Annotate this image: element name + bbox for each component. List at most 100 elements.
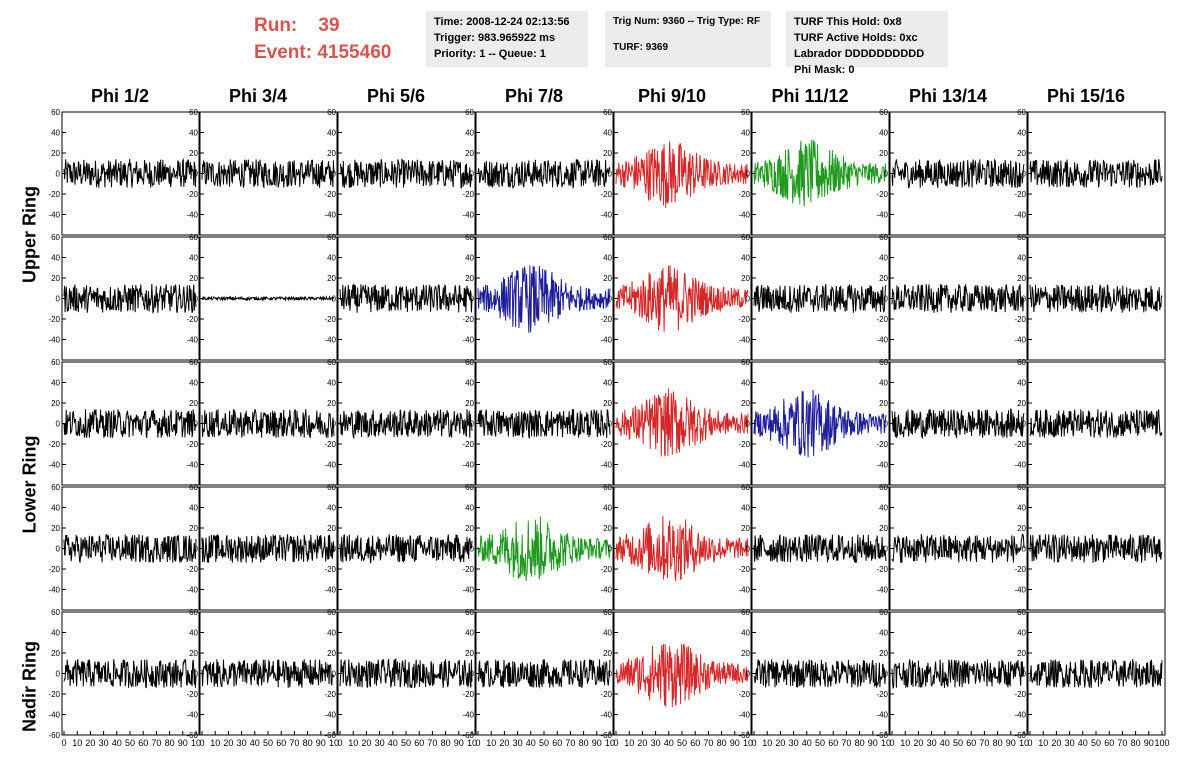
y-tick-label: 40	[741, 379, 750, 388]
y-tick-label: 40	[879, 254, 888, 263]
y-tick-label: -20	[876, 565, 888, 574]
y-tick-label: -20	[324, 440, 336, 449]
y-tick-label: 40	[189, 379, 198, 388]
x-tick-label: 70	[565, 738, 575, 748]
phi-mask-text: Phi Mask: 0	[794, 64, 855, 76]
x-tick-label: 0	[889, 738, 894, 748]
y-tick-label: 40	[51, 504, 60, 513]
y-tick-label: 40	[189, 629, 198, 638]
x-tick-label: 0	[613, 738, 618, 748]
x-tick-label: 10	[486, 738, 496, 748]
y-tick-label: 0	[608, 295, 613, 304]
x-tick-label: 30	[927, 738, 937, 748]
x-tick-label: 10	[743, 738, 753, 748]
y-tick-label: 60	[189, 608, 198, 617]
y-tick-label: 60	[603, 483, 612, 492]
y-tick-label: 20	[879, 399, 888, 408]
y-tick-label: 0	[1022, 545, 1027, 554]
x-tick-label: 0	[751, 738, 756, 748]
waveform-trace	[891, 408, 1025, 440]
y-tick-label: 20	[1017, 274, 1026, 283]
y-tick-label: 60	[603, 608, 612, 617]
x-tick-label: 20	[499, 738, 509, 748]
waveform-trace	[63, 533, 197, 563]
y-tick-label: 60	[741, 483, 750, 492]
y-tick-label: 20	[465, 149, 474, 158]
y-tick-label: 20	[189, 149, 198, 158]
y-tick-label: 60	[879, 358, 888, 367]
x-tick-label: 50	[1091, 738, 1101, 748]
y-tick-label: 40	[603, 629, 612, 638]
waveform-trace	[63, 408, 197, 439]
x-tick-label: 0	[337, 738, 342, 748]
x-tick-label: 90	[316, 738, 326, 748]
y-tick-label: 40	[327, 629, 336, 638]
y-tick-label: -40	[462, 211, 474, 220]
y-tick-label: 60	[1017, 233, 1026, 242]
x-tick-label: 50	[539, 738, 549, 748]
x-tick-label: 40	[250, 738, 260, 748]
y-tick-label: 60	[741, 358, 750, 367]
y-tick-label: -40	[462, 586, 474, 595]
y-tick-label: -20	[462, 565, 474, 574]
waveform-trace	[1029, 659, 1163, 689]
y-tick-label: -20	[1014, 190, 1026, 199]
y-tick-label: 40	[189, 504, 198, 513]
y-tick-label: -20	[186, 315, 198, 324]
x-tick-label: 80	[579, 738, 589, 748]
x-tick-label: 90	[454, 738, 464, 748]
y-tick-label: 20	[51, 149, 60, 158]
y-tick-label: 60	[465, 483, 474, 492]
x-tick-label: 60	[690, 738, 700, 748]
y-tick-label: 60	[51, 233, 60, 242]
y-tick-label: 20	[327, 649, 336, 658]
y-tick-label: 0	[194, 670, 199, 679]
y-tick-label: 60	[189, 358, 198, 367]
event-label: Event:	[254, 42, 313, 63]
x-tick-label: 20	[361, 738, 371, 748]
x-tick-label: 30	[237, 738, 247, 748]
trig-num-text: Trig Num: 9360 -- Trig Type: RF	[613, 16, 761, 27]
x-tick-label: 40	[940, 738, 950, 748]
y-tick-label: 0	[608, 545, 613, 554]
waveform-trace	[339, 409, 473, 440]
waveform-trace	[1029, 409, 1163, 438]
y-tick-label: 40	[603, 504, 612, 513]
x-tick-label: 70	[289, 738, 299, 748]
waveform-trace	[477, 265, 611, 333]
x-tick-label: 10	[348, 738, 358, 748]
y-tick-label: -40	[462, 711, 474, 720]
y-tick-label: 0	[332, 295, 337, 304]
y-tick-label: -20	[48, 690, 60, 699]
col-header-phi-9-10: Phi 9/10	[637, 86, 707, 106]
y-tick-label: 0	[56, 420, 61, 429]
trigger-text: Trigger: 983.965922 ms	[434, 32, 556, 44]
y-tick-label: 60	[51, 608, 60, 617]
y-tick-label: -40	[462, 336, 474, 345]
y-tick-label: 20	[741, 399, 750, 408]
y-tick-label: 40	[741, 254, 750, 263]
y-tick-label: -20	[600, 440, 612, 449]
y-tick-label: 20	[465, 649, 474, 658]
y-tick-label: 0	[194, 420, 199, 429]
x-tick-label: 40	[802, 738, 812, 748]
waveform-trace	[615, 265, 749, 332]
y-tick-label: 0	[1022, 420, 1027, 429]
y-tick-label: 40	[51, 129, 60, 138]
x-tick-label: 40	[526, 738, 536, 748]
y-tick-label: -60	[1014, 731, 1026, 740]
y-tick-label: -20	[186, 690, 198, 699]
col-header-phi-7-8: Phi 7/8	[504, 86, 564, 106]
y-tick-label: -20	[738, 440, 750, 449]
x-tick-label: 40	[1078, 738, 1088, 748]
y-tick-label: 60	[879, 483, 888, 492]
y-tick-label: -40	[876, 711, 888, 720]
x-tick-label: 10	[605, 738, 615, 748]
y-tick-label: 20	[51, 399, 60, 408]
y-tick-label: 0	[608, 670, 613, 679]
y-tick-label: -40	[600, 211, 612, 220]
y-tick-label: 60	[1017, 108, 1026, 117]
y-tick-label: 20	[51, 649, 60, 658]
y-tick-label: 60	[879, 108, 888, 117]
x-tick-label: 30	[513, 738, 523, 748]
